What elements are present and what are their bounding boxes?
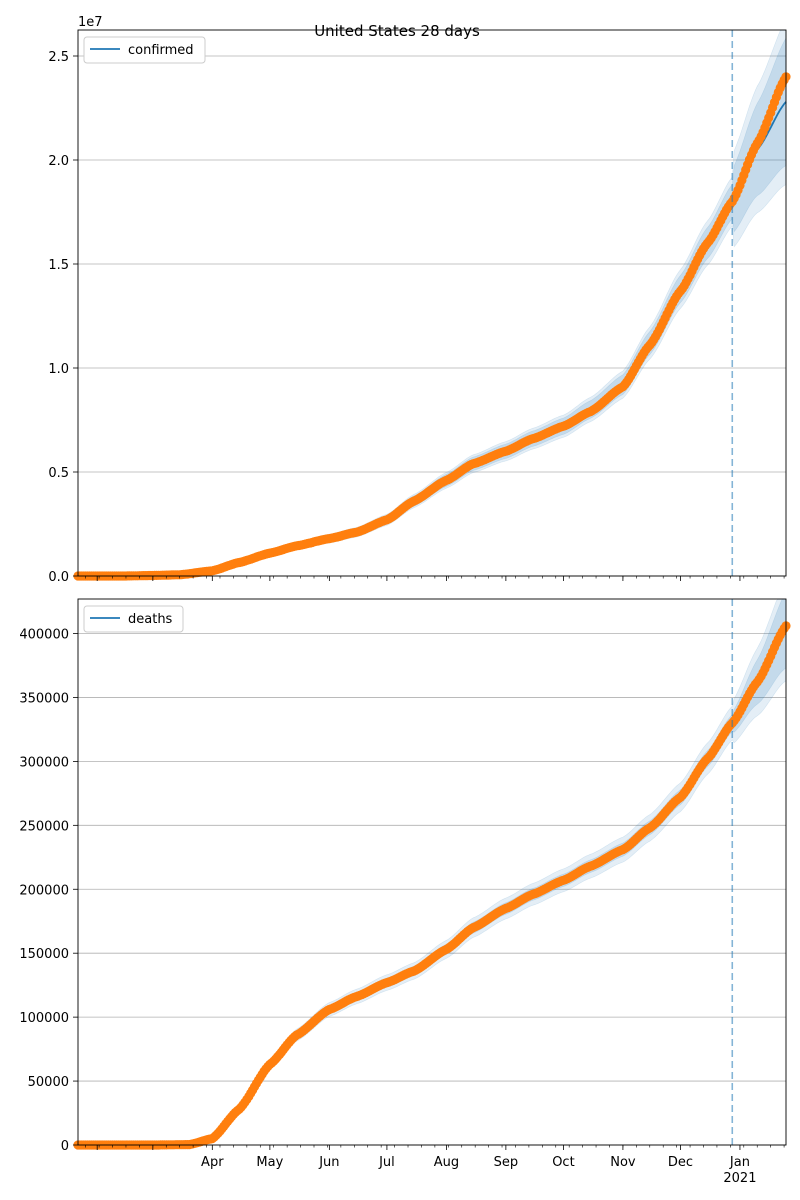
confirmed-yticks: 0.0 0.5 1.0 1.5 2.0 2.5 bbox=[48, 50, 78, 585]
y-tick-label: 200000 bbox=[19, 883, 69, 898]
confirmed-xticks bbox=[85, 576, 785, 581]
y-tick-label: 1.0 bbox=[48, 362, 69, 377]
y-tick-label: 50000 bbox=[28, 1075, 69, 1090]
confirmed-y-offset: 1e7 bbox=[78, 15, 103, 30]
x-tick-label: Apr bbox=[201, 1155, 224, 1170]
deaths-legend-label: deaths bbox=[128, 612, 173, 627]
y-tick-label: 400000 bbox=[19, 628, 69, 643]
x-tick-label: Jun bbox=[318, 1155, 339, 1170]
x-tick-label: Oct bbox=[552, 1155, 574, 1170]
deaths-observed-points bbox=[73, 621, 791, 1150]
y-tick-label: 1.5 bbox=[48, 258, 69, 273]
y-tick-label: 150000 bbox=[19, 947, 69, 962]
confirmed-panel: 0.0 0.5 1.0 1.5 2.0 2.5 1e7 confirmed bbox=[48, 15, 791, 585]
deaths-axes bbox=[77, 598, 787, 1146]
deaths-legend: deaths bbox=[83, 605, 184, 633]
y-tick-label: 0.5 bbox=[48, 466, 69, 481]
confirmed-legend-box bbox=[83, 36, 206, 64]
x-tick-label: Aug bbox=[434, 1155, 459, 1170]
deaths-panel: 0 50000 100000 150000 200000 250000 300000 3500… bbox=[19, 598, 791, 1186]
axes-frame bbox=[77, 598, 787, 1146]
x-tick-label: Jan bbox=[729, 1155, 750, 1170]
y-tick-label: 250000 bbox=[19, 819, 69, 834]
confirmed-observed-points bbox=[73, 72, 791, 581]
x-tick-label: May bbox=[256, 1155, 283, 1170]
confirmed-axes bbox=[77, 29, 787, 577]
deaths-legend-box bbox=[83, 605, 184, 633]
x-tick-label: Nov bbox=[610, 1155, 636, 1170]
y-tick-label: 300000 bbox=[19, 755, 69, 770]
confirmed-legend-label: confirmed bbox=[128, 43, 194, 58]
x-tick-label: Sep bbox=[494, 1155, 519, 1170]
y-tick-label: 2.5 bbox=[48, 50, 69, 65]
deaths-yticks: 0 50000 100000 150000 200000 250000 300000 3500… bbox=[19, 628, 78, 1154]
x-tick-label: Jul bbox=[378, 1155, 395, 1170]
y-tick-label: 100000 bbox=[19, 1011, 69, 1026]
axes-frame bbox=[77, 29, 787, 577]
y-tick-label: 0 bbox=[61, 1139, 69, 1154]
x-tick-label: Dec bbox=[668, 1155, 693, 1170]
x-tick-sublabel: 2021 bbox=[723, 1171, 756, 1186]
y-tick-label: 350000 bbox=[19, 691, 69, 706]
confirmed-legend: confirmed bbox=[83, 36, 206, 64]
y-tick-label: 2.0 bbox=[48, 154, 69, 169]
figure-title: United States 28 days bbox=[314, 22, 480, 40]
y-tick-label: 0.0 bbox=[48, 570, 69, 585]
